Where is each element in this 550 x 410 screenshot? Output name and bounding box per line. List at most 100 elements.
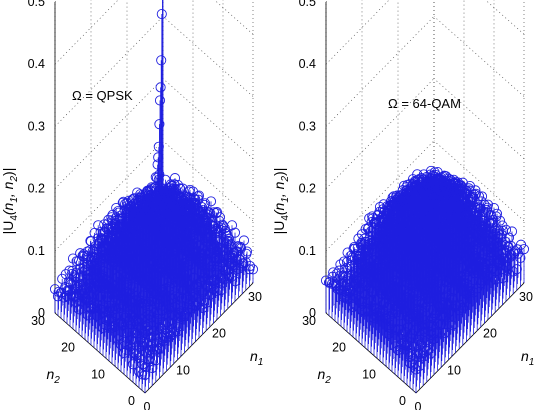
x-tick-label: 0 — [415, 400, 422, 410]
data-point — [205, 196, 217, 207]
plot-64qam: 00.10.20.30.40.501020300102030n1n2|U4(n1… — [271, 0, 534, 410]
data-point — [154, 119, 165, 130]
z-tick-label: 0 — [38, 306, 45, 320]
grid-line — [433, 16, 525, 97]
x-tick-label: 0 — [144, 400, 151, 410]
grid-line — [162, 16, 254, 97]
grid-line — [54, 140, 164, 252]
data-point — [331, 268, 342, 279]
data-point — [494, 215, 506, 226]
data-point — [192, 191, 203, 202]
grid-line — [325, 140, 435, 252]
data-point — [156, 55, 167, 66]
grid-line — [162, 140, 254, 222]
data-point — [231, 242, 242, 253]
grid-line — [214, 0, 254, 35]
grid-line — [54, 16, 164, 127]
z-axis-label: |U4(n1, n2)| — [271, 168, 291, 235]
data-point — [247, 264, 259, 275]
data-point — [470, 188, 482, 199]
data-point — [67, 253, 79, 264]
data-point — [177, 183, 188, 194]
data-point — [75, 248, 86, 259]
data-point — [476, 196, 487, 207]
grid-line — [485, 0, 525, 35]
grid-line — [433, 140, 525, 222]
grid-line — [54, 0, 119, 65]
y-axis-label: n2 — [318, 366, 332, 386]
z-tick-label: 0 — [309, 306, 316, 320]
data-point — [238, 258, 249, 269]
z-tick-label: 0.5 — [299, 0, 316, 9]
y-tick-label: 20 — [332, 341, 346, 355]
x-tick-label: 10 — [176, 363, 190, 377]
grid-line — [325, 0, 390, 65]
z-tick-label: 0.3 — [28, 119, 45, 133]
z-tick-label: 0.3 — [299, 119, 316, 133]
data-point — [335, 259, 346, 270]
grid-line — [54, 0, 58, 3]
data-point — [169, 173, 181, 184]
x-tick-label: 10 — [447, 363, 461, 377]
z-tick-label: 0.4 — [299, 57, 316, 71]
y-tick-label: 10 — [91, 367, 105, 381]
data-point — [518, 244, 530, 255]
data-point — [503, 232, 515, 243]
grid-line — [325, 16, 435, 127]
z-tick-label: 0.4 — [28, 57, 45, 71]
data-point — [244, 264, 255, 275]
data-point — [511, 264, 522, 275]
data-point — [482, 199, 494, 210]
grid-line — [325, 0, 329, 3]
data-point — [479, 199, 490, 210]
data-point — [154, 95, 166, 106]
y-tick-label: 20 — [61, 341, 75, 355]
data-point — [491, 208, 503, 219]
y-tick-label: 0 — [399, 394, 406, 408]
data-point — [193, 190, 205, 201]
x-axis-label: n1 — [521, 348, 534, 368]
data-point — [214, 212, 226, 223]
data-point — [238, 235, 250, 246]
x-tick-label: 20 — [483, 327, 497, 341]
y-tick-label: 30 — [302, 314, 316, 328]
annotation: Ω = QPSK — [72, 88, 133, 103]
y-tick-label: 0 — [128, 394, 135, 408]
z-tick-label: 0.1 — [299, 244, 316, 258]
data-point — [229, 227, 241, 238]
x-tick-label: 20 — [212, 327, 226, 341]
data-point — [226, 220, 238, 231]
x-tick-label: 30 — [519, 290, 533, 304]
grid-line — [54, 78, 164, 189]
z-tick-label: 0.5 — [28, 0, 45, 9]
data-point — [64, 265, 75, 276]
y-axis-label: n2 — [47, 366, 61, 386]
z-tick-label: 0.2 — [28, 182, 45, 196]
data-point — [110, 213, 121, 224]
data-point — [241, 246, 253, 257]
data-point — [244, 261, 256, 272]
data-point — [485, 209, 497, 221]
grid-line — [162, 78, 254, 159]
data-point — [156, 8, 167, 20]
data-point — [515, 252, 526, 264]
x-tick-label: 30 — [248, 290, 262, 304]
data-point — [60, 269, 71, 280]
data-point — [506, 226, 518, 237]
z-tick-label: 0.2 — [299, 182, 316, 196]
z-axis-label: |U4(n1, n2)| — [0, 168, 20, 235]
x-axis-label: n1 — [250, 348, 263, 368]
z-tick-label: 0.1 — [28, 244, 45, 258]
grid-line — [433, 78, 525, 159]
data-point — [473, 191, 485, 202]
annotation: Ω = 64-QAM — [388, 96, 461, 111]
data-point — [470, 185, 481, 196]
y-tick-label: 10 — [362, 367, 376, 381]
grid-line — [325, 78, 435, 189]
plot-qpsk: 00.10.20.30.40.501020300102030n1n2|U4(n1… — [0, 0, 263, 410]
data-point — [469, 189, 480, 200]
y-tick-label: 30 — [31, 314, 45, 328]
data-point — [155, 82, 166, 93]
